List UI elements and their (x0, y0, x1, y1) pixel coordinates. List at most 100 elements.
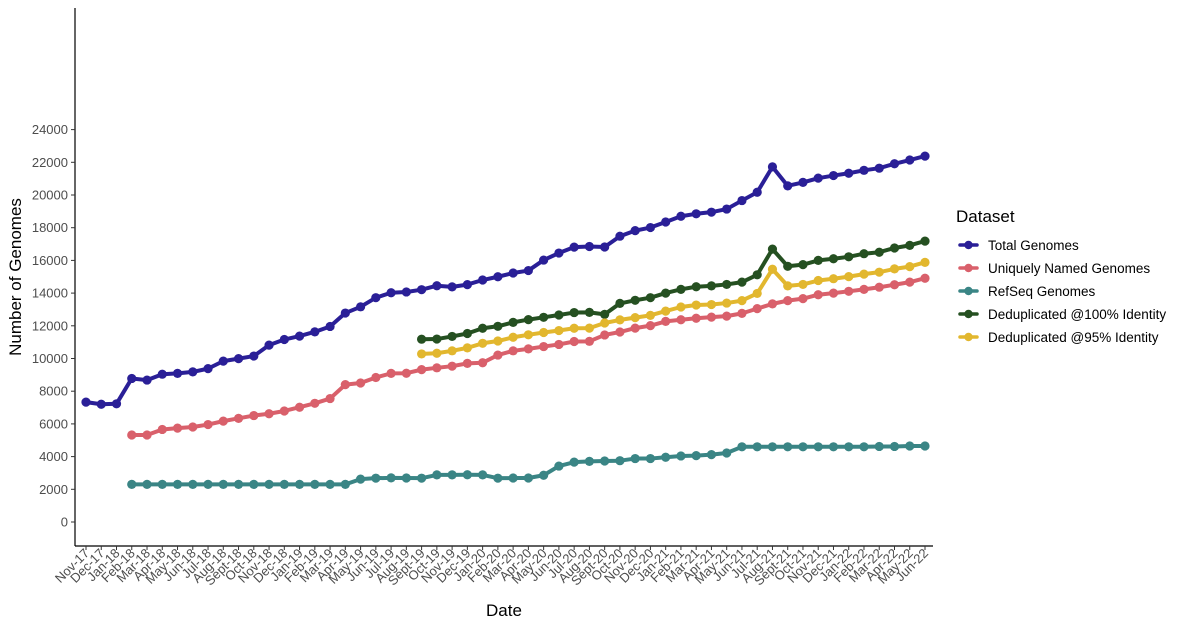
y-tick-label: 16000 (32, 253, 68, 268)
data-point (508, 473, 518, 483)
data-point (310, 479, 320, 489)
data-point (264, 340, 274, 350)
series-4 (417, 257, 930, 359)
data-point (844, 271, 854, 282)
data-point (600, 330, 610, 340)
data-point (630, 313, 640, 323)
data-point (157, 479, 167, 489)
data-point (722, 204, 732, 214)
data-point (630, 295, 640, 305)
data-point (859, 284, 869, 294)
data-point (554, 339, 564, 350)
data-point (645, 321, 656, 331)
data-point (447, 346, 457, 356)
series-line (419, 260, 927, 356)
data-point (645, 453, 656, 464)
data-point (889, 441, 900, 452)
data-point (874, 267, 884, 277)
data-point (645, 293, 656, 303)
data-point (371, 372, 381, 383)
data-point (706, 207, 717, 217)
data-point (813, 290, 823, 300)
data-point (813, 442, 823, 452)
data-point (249, 410, 259, 421)
data-point (752, 442, 762, 452)
y-axis-title: Number of Genomes (6, 198, 25, 356)
y-tick-label: 4000 (39, 449, 68, 464)
data-point (447, 361, 457, 371)
data-point (600, 309, 610, 319)
data-point (172, 423, 183, 433)
legend-item: Deduplicated @100% Identity (958, 307, 1166, 322)
data-point (905, 277, 915, 287)
y-axis: 0 2000 4000 6000 8000 10000 12000 14000 16000 180… (32, 8, 76, 546)
data-point (569, 242, 579, 252)
data-point (859, 442, 869, 452)
data-point (249, 351, 259, 361)
data-point (554, 325, 564, 336)
y-tick-label: 8000 (39, 384, 68, 399)
data-point (355, 474, 366, 484)
legend-item: Deduplicated @95% Identity (958, 330, 1159, 345)
data-point (386, 368, 396, 378)
data-point (813, 173, 823, 183)
data-point (264, 479, 274, 489)
y-tick-label: 0 (61, 515, 68, 530)
data-point (920, 257, 930, 267)
legend-key-dot (964, 263, 973, 273)
data-point (798, 260, 808, 270)
data-point (340, 380, 350, 390)
data-point (905, 240, 915, 250)
data-point (249, 479, 259, 489)
data-point (905, 262, 915, 272)
data-point (462, 470, 472, 480)
legend-item: Total Genomes (958, 238, 1079, 253)
data-point (767, 299, 778, 309)
data-point (676, 451, 686, 461)
data-point (294, 479, 305, 489)
data-point (722, 448, 732, 458)
data-point (157, 369, 167, 379)
data-point (783, 181, 793, 191)
legend-label: Deduplicated @100% Identity (988, 307, 1166, 322)
data-point (539, 341, 549, 352)
data-point (828, 254, 839, 264)
y-tick-label: 6000 (39, 416, 68, 431)
data-point (661, 452, 671, 462)
data-point (859, 269, 869, 279)
data-point (584, 307, 595, 317)
data-point (279, 334, 289, 345)
x-axis-title: Date (486, 601, 522, 620)
data-point (783, 442, 793, 452)
y-tick-label: 2000 (39, 482, 68, 497)
data-point (478, 338, 488, 348)
data-point (584, 241, 595, 252)
data-point (462, 358, 472, 368)
data-point (478, 323, 488, 333)
data-point (706, 281, 717, 291)
data-point (417, 473, 427, 483)
data-point (188, 479, 198, 489)
legend-label: Total Genomes (988, 238, 1079, 253)
data-point (493, 473, 503, 483)
data-point (554, 248, 564, 258)
data-point (874, 282, 884, 292)
data-point (615, 231, 625, 241)
data-point (661, 306, 671, 316)
legend-label: Uniquely Named Genomes (988, 261, 1150, 276)
data-point (889, 243, 900, 253)
data-point (859, 249, 869, 259)
data-point (355, 302, 366, 312)
data-point (493, 272, 503, 282)
data-point (325, 479, 335, 489)
data-point (600, 456, 610, 466)
data-point (462, 328, 472, 339)
data-point (325, 321, 335, 332)
data-point (172, 479, 183, 489)
data-point (737, 442, 747, 452)
data-point (432, 281, 442, 291)
data-point (889, 264, 900, 274)
data-point (493, 321, 503, 331)
data-point (279, 406, 289, 416)
data-point (569, 323, 579, 333)
